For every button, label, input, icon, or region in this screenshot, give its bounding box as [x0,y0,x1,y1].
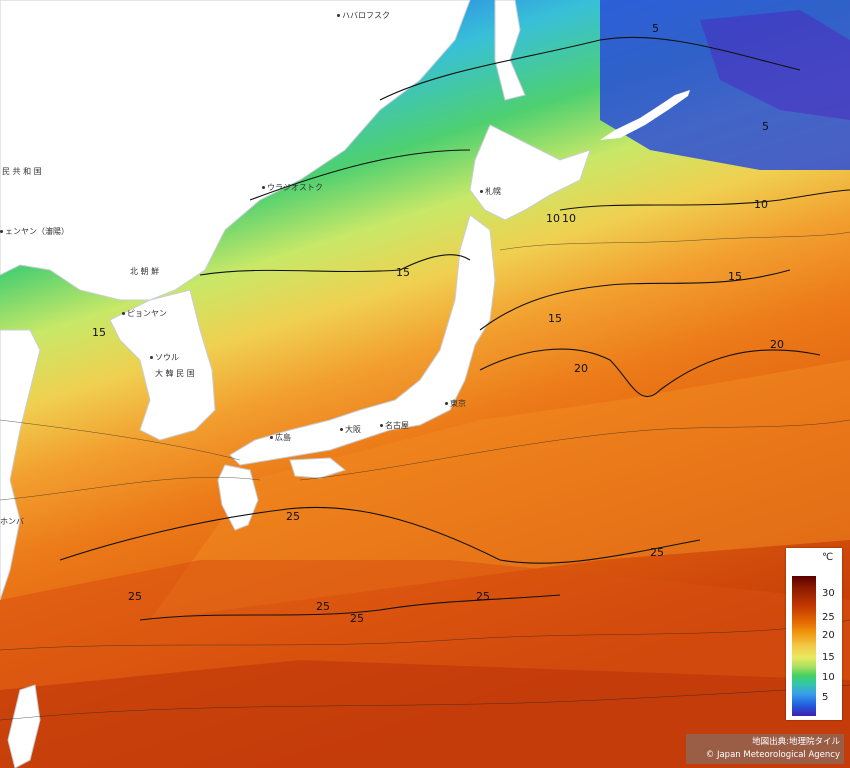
contour-label: 25 [650,546,664,559]
contour-label: 15 [728,270,742,283]
place-nagoya: 名古屋 [380,420,409,431]
legend-tick: 25 [822,612,835,623]
temperature-legend: ℃ 30 25 20 15 10 5 [786,548,842,720]
place-honba: ホンバ [0,517,24,526]
contour-label: 5 [762,120,769,133]
legend-tick: 20 [822,630,835,641]
legend-tick: 10 [822,672,835,683]
korean-peninsula [109,289,216,441]
honshu [229,214,496,466]
contour-label: 15 [396,266,410,279]
place-osaka: 大阪 [340,424,361,435]
contour-label: 20 [770,338,784,351]
contour-label: 20 [574,362,588,375]
legend-tick: 5 [822,692,829,703]
attribution-tiles: 地図出典:地理院タイル [752,737,840,747]
contour-25 [59,506,701,564]
contour-label: 10 [546,212,560,225]
legend-tick: 30 [822,588,835,599]
place-north-korea: 北 朝 鮮 [130,267,160,276]
contour-label: 25 [128,590,142,603]
coldest-water [700,10,850,120]
legend-unit: ℃ [822,552,834,563]
attribution-jma: © Japan Meteorological Agency [705,750,840,760]
contour-label: 5 [652,22,659,35]
contour-label: 25 [476,590,490,603]
contour-label: 25 [350,612,364,625]
contour-label: 10 [562,212,576,225]
place-hiroshima: 広島 [270,432,291,443]
place-china-republic: 民 共 和 国 [2,167,42,176]
contour-label: 15 [92,326,106,339]
asian-mainland [0,0,471,301]
place-south-korea: 大 韓 民 国 [155,369,195,378]
taiwan [7,684,41,768]
shikoku [289,457,347,479]
place-shenyang: ェンヤン（瀋陽） [0,226,69,237]
map-attribution: 地図出典:地理院タイル © Japan Meteorological Agenc… [686,734,844,764]
contour-label: 25 [316,600,330,613]
contour-25b [139,594,561,621]
contour-5 [379,36,801,101]
contour-label: 25 [286,510,300,523]
legend-tick: 15 [822,652,835,663]
contour-15 [199,254,791,331]
legend-color-bar [792,576,816,716]
place-sapporo: 札幌 [480,186,501,197]
fine-contours [0,231,850,721]
contour-20 [479,348,821,398]
contour-label: 10 [754,198,768,211]
kuril-islands [600,90,690,140]
warmest-water [0,660,850,768]
kyushu [217,464,259,531]
place-tokyo: 東京 [445,398,466,409]
kuroshio-band [150,360,850,620]
sakhalin [494,0,526,101]
place-pyongyang: ピョンヤン [122,308,167,319]
place-khabarovsk: ハバロフスク [337,10,390,21]
place-seoul: ソウル [150,352,179,363]
china-coast [0,329,41,601]
contour-label: 15 [548,312,562,325]
place-vladivostok: ウラジオストク [262,182,323,193]
